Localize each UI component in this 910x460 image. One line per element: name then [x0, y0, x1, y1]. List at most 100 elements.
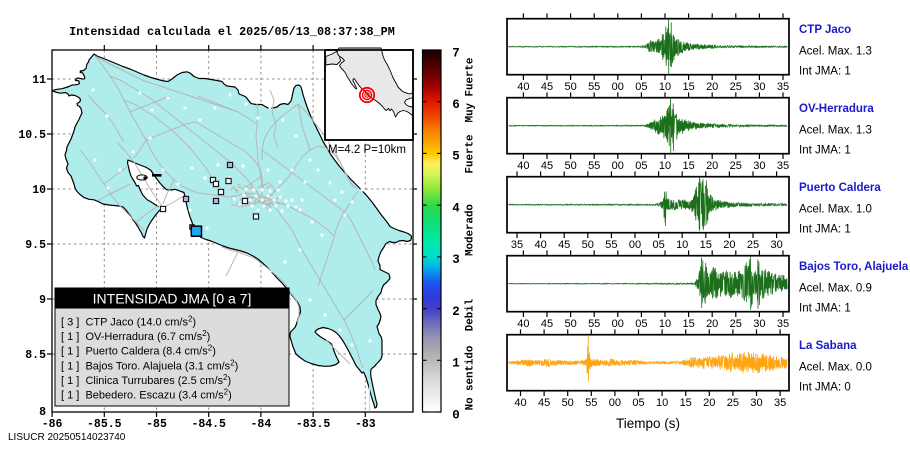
svg-text:30: 30 [770, 239, 782, 251]
svg-text:20: 20 [703, 397, 715, 409]
svg-text:50: 50 [564, 81, 576, 93]
svg-text:55: 55 [605, 239, 617, 251]
svg-text:8: 8 [39, 406, 46, 419]
svg-text:45: 45 [541, 318, 553, 330]
svg-text:1: 1 [452, 357, 460, 371]
svg-text:Moderado: Moderado [465, 204, 477, 256]
svg-text:50: 50 [562, 397, 574, 409]
svg-text:Acel. Max. 0.9: Acel. Max. 0.9 [799, 283, 872, 295]
svg-text:Acel. Max. 1.3: Acel. Max. 1.3 [799, 46, 872, 58]
svg-text:11: 11 [32, 74, 46, 87]
svg-text:Acel. Max. 1.0: Acel. Max. 1.0 [799, 204, 872, 216]
svg-text:-84: -84 [251, 418, 272, 431]
svg-text:[ 1 ] Clinica Turrubares (2.5: [ 1 ] Clinica Turrubares (2.5 cm/s2) [61, 373, 231, 387]
svg-text:[ 1 ] Bajos Toro. Alajuela (3: [ 1 ] Bajos Toro. Alajuela (3.1 cm/s2) [61, 358, 238, 372]
svg-text:30: 30 [753, 160, 765, 172]
svg-text:2: 2 [452, 305, 460, 319]
svg-text:9.5: 9.5 [25, 239, 46, 252]
svg-text:45: 45 [541, 160, 553, 172]
svg-text:5: 5 [452, 150, 460, 164]
svg-text:[ 1 ] Puerto Caldera (8.4 cm/: [ 1 ] Puerto Caldera (8.4 cm/s2) [61, 344, 216, 358]
svg-text:[ 1 ] Bebedero. Escazu (3.4 c: [ 1 ] Bebedero. Escazu (3.4 cm/s2) [61, 388, 232, 402]
svg-text:05: 05 [652, 239, 664, 251]
svg-text:25: 25 [747, 239, 759, 251]
svg-text:6: 6 [452, 98, 460, 112]
svg-text:-85.5: -85.5 [87, 418, 122, 431]
svg-text:Fuerte: Fuerte [465, 135, 477, 174]
svg-text:50: 50 [564, 160, 576, 172]
svg-text:15: 15 [682, 81, 694, 93]
svg-text:20: 20 [706, 81, 718, 93]
svg-text:9: 9 [39, 294, 46, 307]
svg-text:00: 00 [629, 239, 641, 251]
svg-text:35: 35 [777, 81, 789, 93]
svg-text:35: 35 [774, 397, 786, 409]
svg-text:00: 00 [612, 318, 624, 330]
svg-text:4: 4 [452, 201, 460, 215]
svg-text:La Sabana: La Sabana [799, 340, 857, 352]
svg-text:10: 10 [656, 397, 668, 409]
svg-text:-84.5: -84.5 [191, 418, 226, 431]
svg-text:Int JMA: 1: Int JMA: 1 [799, 224, 851, 236]
svg-text:7: 7 [452, 46, 460, 60]
svg-text:35: 35 [777, 318, 789, 330]
svg-text:-83: -83 [355, 418, 376, 431]
svg-text:45: 45 [541, 81, 553, 93]
svg-text:Intensidad calculada el 2025/0: Intensidad calculada el 2025/05/13_08:37… [69, 25, 395, 39]
svg-text:INTENSIDAD JMA [0 a 7]: INTENSIDAD JMA [0 a 7] [93, 291, 252, 307]
svg-text:LISUCR 20250514023740: LISUCR 20250514023740 [8, 432, 126, 443]
svg-text:00: 00 [609, 397, 621, 409]
svg-text:50: 50 [564, 318, 576, 330]
svg-text:20: 20 [706, 160, 718, 172]
svg-text:30: 30 [753, 81, 765, 93]
svg-text:[ 3 ] CTP Jaco (14.0 cm/s2): [ 3 ] CTP Jaco (14.0 cm/s2) [61, 315, 196, 329]
svg-text:20: 20 [706, 318, 718, 330]
svg-text:-86: -86 [42, 418, 63, 431]
svg-text:10: 10 [659, 160, 671, 172]
svg-text:-83.5: -83.5 [296, 418, 331, 431]
svg-text:Int JMA: 0: Int JMA: 0 [799, 382, 851, 394]
svg-text:CTP Jaco: CTP Jaco [799, 24, 851, 36]
svg-text:Tiempo (s): Tiempo (s) [616, 416, 680, 431]
svg-text:Int JMA: 1: Int JMA: 1 [799, 66, 851, 78]
svg-text:55: 55 [588, 81, 600, 93]
svg-text:25: 25 [727, 397, 739, 409]
svg-text:10: 10 [676, 239, 688, 251]
svg-text:55: 55 [588, 318, 600, 330]
svg-text:00: 00 [612, 160, 624, 172]
svg-text:M=4.2 P=10km: M=4.2 P=10km [328, 144, 406, 156]
svg-text:Muy Fuerte: Muy Fuerte [465, 58, 477, 123]
svg-text:Bajos Toro, Alajuela: Bajos Toro, Alajuela [799, 261, 909, 273]
svg-text:Int JMA: 1: Int JMA: 1 [799, 303, 851, 315]
svg-text:Acel. Max. 1.3: Acel. Max. 1.3 [799, 125, 872, 137]
svg-text:35: 35 [511, 239, 523, 251]
svg-text:45: 45 [558, 239, 570, 251]
svg-text:Debil: Debil [465, 298, 477, 331]
svg-text:40: 40 [517, 318, 529, 330]
svg-text:No sentido: No sentido [465, 346, 477, 411]
svg-text:20: 20 [723, 239, 735, 251]
svg-text:10: 10 [659, 81, 671, 93]
svg-text:50: 50 [582, 239, 594, 251]
svg-text:10.5: 10.5 [18, 129, 46, 142]
svg-text:55: 55 [588, 160, 600, 172]
svg-text:35: 35 [777, 160, 789, 172]
svg-text:40: 40 [534, 239, 546, 251]
svg-text:05: 05 [635, 81, 647, 93]
svg-text:05: 05 [635, 318, 647, 330]
svg-text:25: 25 [730, 318, 742, 330]
svg-text:15: 15 [700, 239, 712, 251]
svg-text:05: 05 [635, 160, 647, 172]
svg-text:10: 10 [32, 184, 46, 197]
svg-text:25: 25 [730, 81, 742, 93]
svg-text:[ 1 ] OV-Herradura (6.7 cm/s2: [ 1 ] OV-Herradura (6.7 cm/s2) [61, 329, 210, 343]
svg-text:Acel. Max. 0.0: Acel. Max. 0.0 [799, 362, 872, 374]
svg-text:40: 40 [517, 160, 529, 172]
svg-text:25: 25 [730, 160, 742, 172]
svg-text:30: 30 [750, 397, 762, 409]
svg-text:15: 15 [682, 318, 694, 330]
svg-text:8.5: 8.5 [25, 349, 46, 362]
svg-text:15: 15 [680, 397, 692, 409]
svg-text:05: 05 [632, 397, 644, 409]
svg-text:3: 3 [452, 253, 460, 267]
